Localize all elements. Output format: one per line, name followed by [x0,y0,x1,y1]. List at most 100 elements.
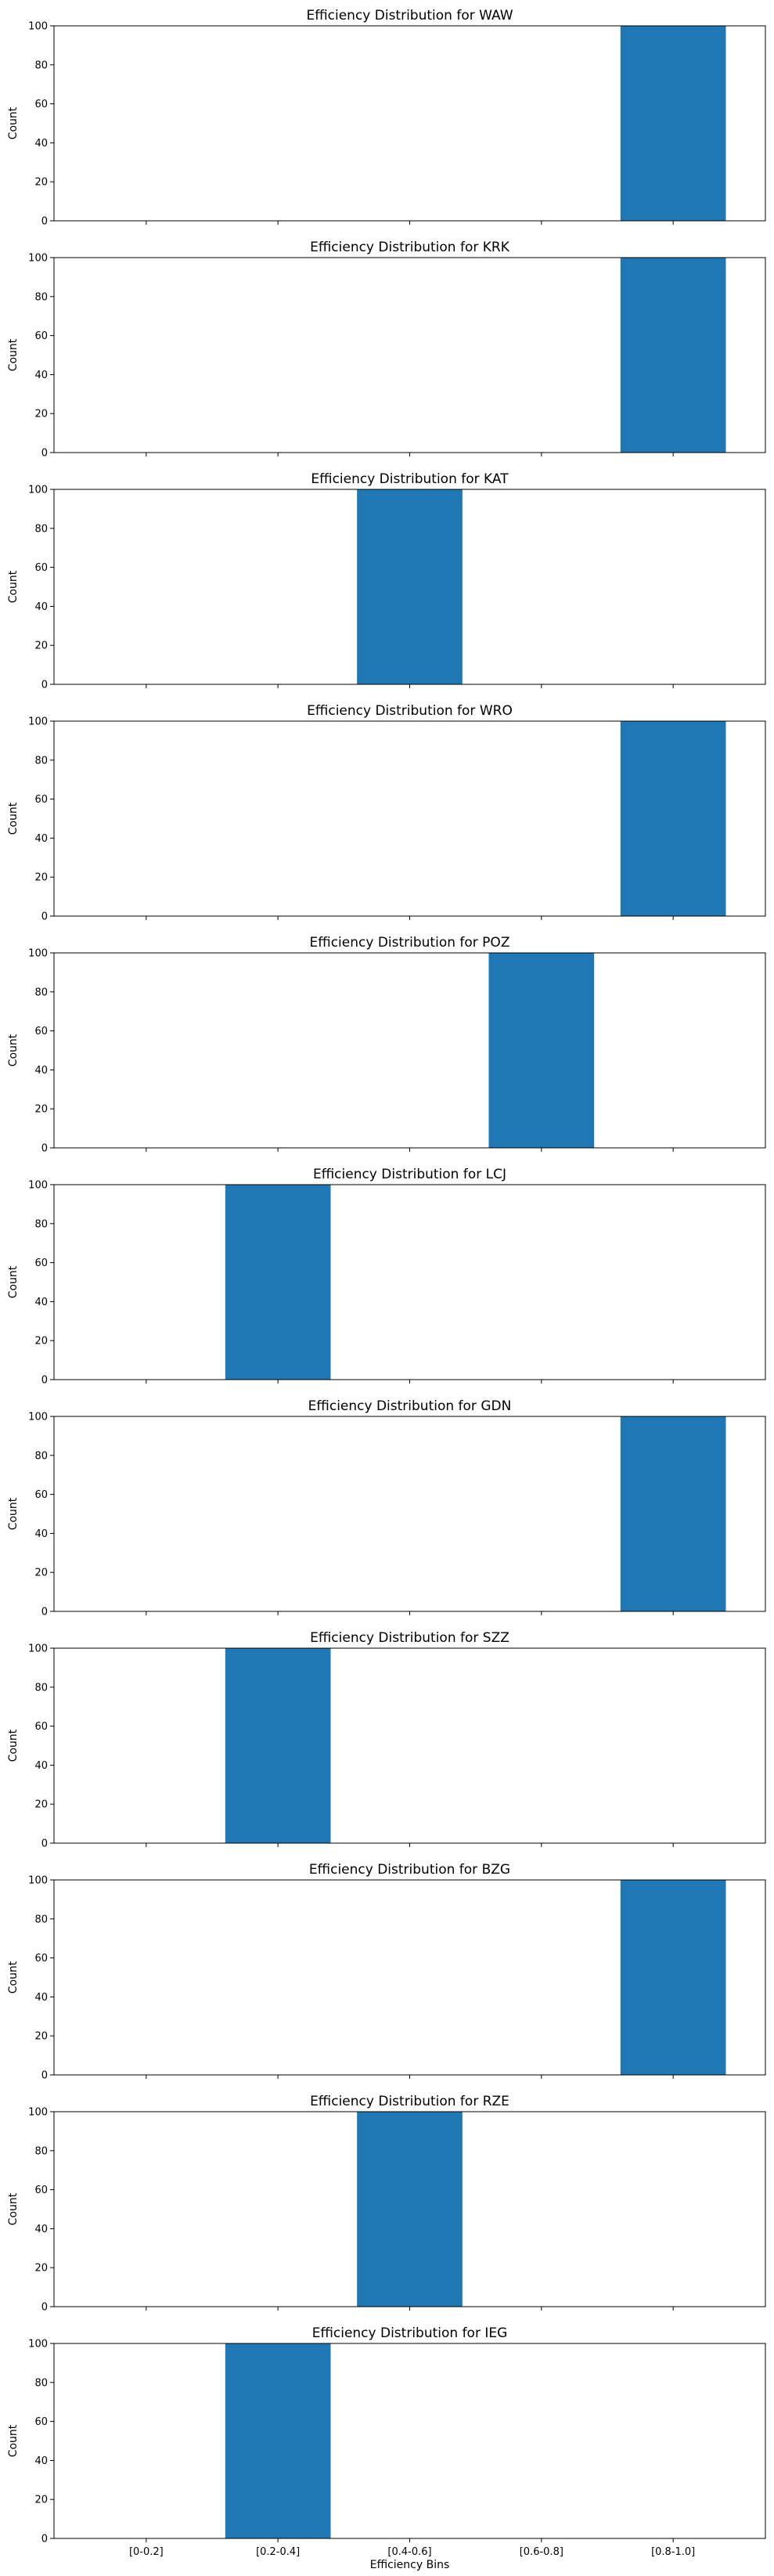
y-tick-label: 80 [34,523,48,535]
y-tick-label: 100 [28,2339,48,2351]
subplot-1: 0 20 40 60 80 100 Efficiency Distribution for … [7,8,766,228]
y-tick-label: 60 [34,1953,48,1964]
bar-5 [620,1880,726,2075]
y-tick-label: 80 [34,2377,48,2389]
y-tick-label: 40 [34,1065,48,1077]
subplot-title: Efficiency Distribution for WRO [307,703,513,719]
y-tick-label: 20 [34,1336,48,1348]
y-tick-label: 40 [34,370,48,381]
y-tick-label: 0 [41,1143,48,1155]
subplot-3: 0 20 40 60 80 100 Efficiency Distribution for … [7,471,766,691]
y-tick-label: 20 [34,177,48,189]
y-tick-label: 40 [34,2224,48,2235]
axes-frame [53,952,766,1149]
y-tick-label: 100 [28,1180,48,1192]
bar-3 [357,2112,463,2307]
subplot-title: Efficiency Distribution for WAW [306,8,513,23]
subplot-4: 0 20 40 60 80 100 Efficiency Distribution for … [7,703,766,923]
y-tick-label: 0 [41,2070,48,2082]
y-tick-label: 80 [34,1218,48,1230]
subplot-title: Efficiency Distribution for KAT [311,471,509,487]
y-tick-label: 80 [34,1682,48,1694]
subplot-11: 0 20 40 60 80 100 [0-0.2] [0.2-0.4] [0.4-0.6] [0.… [7,2325,766,2571]
bar-5 [620,258,726,453]
y-tick-label: 100 [28,1875,48,1887]
y-tick-label: 40 [34,601,48,613]
axes-frame [53,1647,766,1844]
y-tick-label: 0 [41,680,48,691]
y-tick-label: 40 [34,1992,48,2004]
bar-2 [225,2343,331,2538]
subplot-8: 0 20 40 60 80 100 Efficiency Distribution for … [7,1630,766,1850]
y-tick-label: 80 [34,1914,48,1925]
y-axis-label: Count [7,1729,20,1762]
x-axis-label: Efficiency Bins [370,2559,450,2571]
y-tick-label: 80 [34,2145,48,2157]
y-tick-label: 20 [34,1568,48,1579]
y-tick-label: 20 [34,1104,48,1116]
x-tick-label: [0.2-0.4] [256,2546,300,2558]
y-tick-label: 40 [34,2455,48,2467]
y-tick-label: 60 [34,2185,48,2196]
y-tick-label: 0 [41,1375,48,1387]
y-tick-label: 0 [41,2302,48,2314]
y-tick-label: 100 [28,1412,48,1423]
subplot-title: Efficiency Distribution for POZ [310,935,510,951]
y-tick-label: 60 [34,1257,48,1269]
x-tick-label: [0.8-1.0] [651,2546,695,2558]
y-tick-label: 60 [34,1026,48,1037]
bar-5 [620,1416,726,1611]
y-tick-label: 60 [34,1721,48,1733]
y-tick-label: 20 [34,872,48,884]
bar-3 [357,489,463,684]
y-tick-label: 20 [34,2495,48,2506]
y-tick-label: 20 [34,2031,48,2043]
y-tick-label: 80 [34,755,48,767]
axes-frame [53,2343,766,2539]
y-tick-label: 40 [34,1528,48,1540]
y-tick-label: 20 [34,409,48,420]
bar-5 [620,26,726,221]
subplot-5: 0 20 40 60 80 100 Efficiency Distribution for … [7,935,766,1155]
y-tick-label: 0 [41,911,48,923]
bar-2 [225,1185,331,1380]
subplot-title: Efficiency Distribution for GDN [308,1398,512,1414]
y-tick-label: 0 [41,2534,48,2545]
x-tick-label: [0-0.2] [129,2546,164,2558]
y-tick-label: 60 [34,1489,48,1501]
y-axis-label: Count [7,338,20,371]
y-tick-label: 80 [34,60,48,71]
bar-4 [488,953,595,1148]
y-tick-label: 40 [34,1297,48,1308]
y-tick-label: 0 [41,216,48,228]
subplot-title: Efficiency Distribution for SZZ [310,1630,509,1646]
x-tick-label: [0.6-0.8] [520,2546,563,2558]
bar-5 [620,721,726,916]
y-tick-label: 60 [34,330,48,342]
subplot-2: 0 20 40 60 80 100 Efficiency Distribution for … [7,240,766,460]
y-tick-label: 0 [41,1838,48,1850]
y-tick-label: 40 [34,1760,48,1772]
subplot-title: Efficiency Distribution for BZG [309,1862,510,1878]
y-tick-label: 100 [28,948,48,960]
y-axis-label: Count [7,802,20,835]
y-axis-label: Count [7,2192,20,2225]
subplot-10: 0 20 40 60 80 100 Efficiency Distribution for … [7,2094,766,2314]
y-axis-label: Count [7,106,20,139]
x-tick-label: [0.4-0.6] [387,2546,431,2558]
y-tick-label: 100 [28,21,48,33]
subplot-title: Efficiency Distribution for LCJ [313,1167,506,1182]
subplot-title: Efficiency Distribution for KRK [310,240,510,255]
y-tick-label: 100 [28,716,48,728]
axes-frame [53,1184,766,1380]
y-tick-label: 40 [34,138,48,150]
y-tick-label: 20 [34,2263,48,2275]
y-tick-label: 100 [28,2107,48,2119]
y-tick-label: 80 [34,987,48,998]
subplot-6: 0 20 40 60 80 100 Efficiency Distribution for … [7,1167,766,1387]
y-tick-label: 100 [28,485,48,496]
subplot-title: Efficiency Distribution for IEG [312,2325,508,2341]
y-tick-label: 0 [41,1607,48,1618]
subplot-title: Efficiency Distribution for RZE [310,2094,509,2109]
